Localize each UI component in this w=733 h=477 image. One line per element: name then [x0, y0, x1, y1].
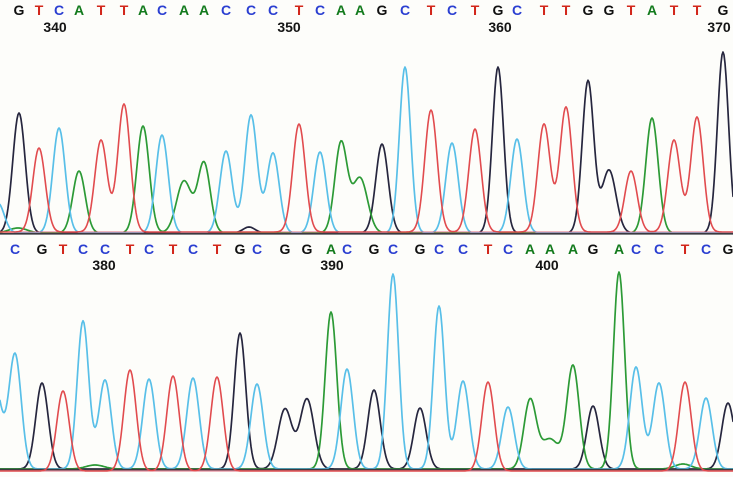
base-call-letter: A — [73, 2, 85, 18]
base-call-letter: A — [354, 2, 366, 18]
base-call-letter: C — [457, 241, 469, 257]
base-call-letter: G — [279, 241, 291, 257]
trace-path-t — [0, 369, 733, 472]
base-call-letter: C — [187, 241, 199, 257]
base-call-letter: G — [13, 2, 25, 18]
trace-path-a — [0, 271, 733, 470]
base-call-letter: C — [245, 2, 257, 18]
base-call-letter: T — [96, 2, 106, 18]
base-call-letter: G — [36, 241, 48, 257]
base-call-letter: C — [77, 241, 89, 257]
base-call-letter: T — [426, 2, 436, 18]
base-call-letter: G — [234, 241, 246, 257]
position-label: 360 — [488, 19, 512, 35]
position-label: 370 — [707, 19, 731, 35]
position-label: 350 — [277, 19, 301, 35]
base-call-letter: C — [653, 241, 665, 257]
base-call-letter: T — [212, 241, 222, 257]
base-call-letter: C — [341, 241, 353, 257]
base-call-letter: T — [561, 2, 571, 18]
base-call-letter: A — [325, 241, 337, 257]
base-call-letter: A — [524, 241, 536, 257]
base-call-letter: A — [198, 2, 210, 18]
base-call-letter: T — [692, 2, 702, 18]
base-call-letter: G — [587, 241, 599, 257]
base-call-letter: T — [483, 241, 493, 257]
base-call-letter: C — [251, 241, 263, 257]
base-call-letter: G — [301, 241, 313, 257]
base-call-letter: A — [335, 2, 347, 18]
base-call-letter: C — [630, 241, 642, 257]
base-call-letter: T — [294, 2, 304, 18]
base-call-letter: C — [387, 241, 399, 257]
base-call-letter: T — [470, 2, 480, 18]
trace-plot-bottom — [0, 271, 733, 472]
base-call-letter: C — [700, 241, 712, 257]
base-call-letter: A — [137, 2, 149, 18]
position-label: 400 — [535, 257, 559, 273]
base-call-letter: A — [567, 241, 579, 257]
base-call-letter: A — [613, 241, 625, 257]
base-call-letter: G — [603, 2, 615, 18]
trace-path-a — [0, 117, 733, 234]
base-call-letter: T — [119, 2, 129, 18]
base-call-letter: C — [99, 241, 111, 257]
base-call-letter: C — [267, 2, 279, 18]
base-call-letter: T — [680, 241, 690, 257]
base-call-letter: C — [446, 2, 458, 18]
base-call-letter: C — [399, 2, 411, 18]
position-label: 340 — [43, 19, 67, 35]
position-label: 380 — [92, 257, 116, 273]
base-call-letter: C — [9, 241, 21, 257]
base-call-letter: G — [368, 241, 380, 257]
base-call-letter: G — [376, 2, 388, 18]
base-call-letter: C — [156, 2, 168, 18]
base-call-letter: C — [314, 2, 326, 18]
base-call-letter: T — [58, 241, 68, 257]
base-call-letter: T — [168, 241, 178, 257]
base-call-letter: C — [220, 2, 232, 18]
base-call-letter: C — [511, 2, 523, 18]
base-call-letter: T — [34, 2, 44, 18]
position-label: 390 — [320, 257, 344, 273]
base-call-letter: G — [582, 2, 594, 18]
base-call-letter: C — [502, 241, 514, 257]
base-call-letter: T — [669, 2, 679, 18]
position-label-row-top: 340 350 360 370 — [0, 20, 733, 36]
trace-path-t — [0, 103, 733, 233]
base-call-letter: G — [722, 241, 733, 257]
base-call-letter: A — [178, 2, 190, 18]
base-call-letter: T — [125, 241, 135, 257]
base-call-letter: T — [539, 2, 549, 18]
base-call-letter: T — [626, 2, 636, 18]
position-label-row-bottom: 380 390 400 — [0, 258, 733, 274]
base-call-letter: C — [433, 241, 445, 257]
base-call-letter: G — [492, 2, 504, 18]
base-call-letter: C — [143, 241, 155, 257]
base-call-letter: A — [544, 241, 556, 257]
base-call-letter: A — [646, 2, 658, 18]
base-call-letter: C — [53, 2, 65, 18]
base-call-letter: G — [717, 2, 729, 18]
base-call-letter: G — [414, 241, 426, 257]
trace-plot-top — [0, 51, 733, 235]
